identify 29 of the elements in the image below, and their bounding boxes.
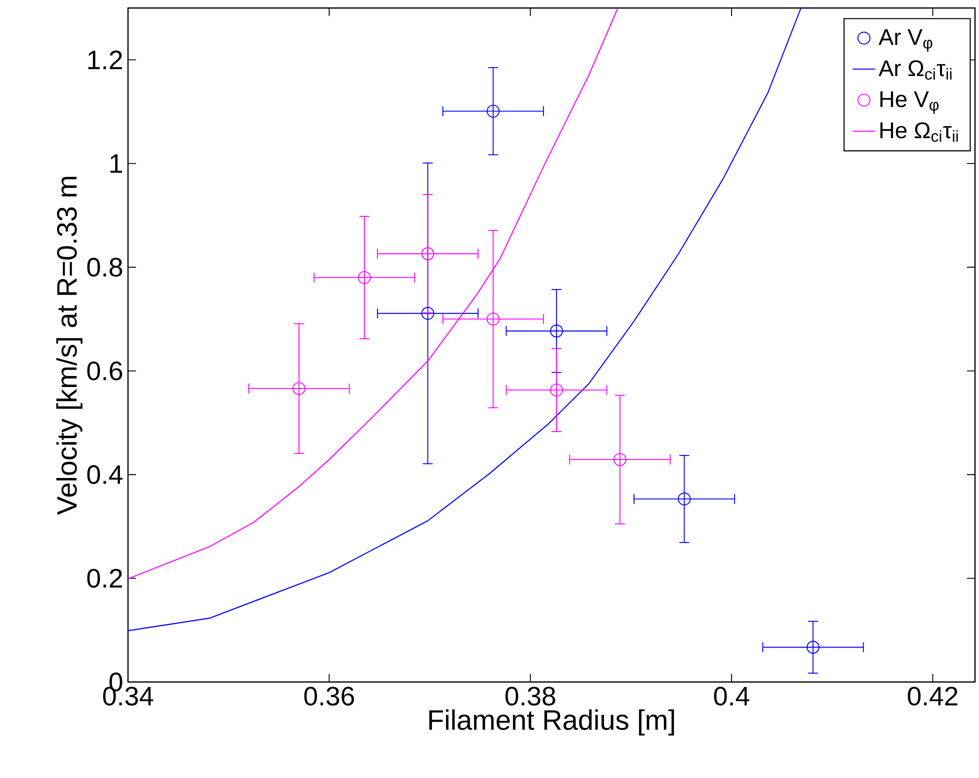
point — [421, 306, 434, 320]
y-tick-label: 1.2 — [88, 50, 122, 70]
line-series — [128, 8, 802, 632]
y-tick-label: 0.8 — [87, 258, 122, 277]
legend-label: Ar Ω$_{ci}$τ$_{ii}$ — [878, 60, 952, 80]
y-tick-label: 0.6 — [87, 361, 122, 380]
point — [486, 312, 500, 326]
line-series — [128, 8, 618, 580]
point — [292, 382, 306, 396]
point — [486, 104, 500, 118]
point — [613, 453, 626, 466]
y-axis-title: Velocity [km/s] at R=0.33 m — [56, 176, 82, 515]
point — [550, 324, 564, 338]
point — [678, 492, 691, 506]
x-tick-label: 0.36 — [304, 686, 354, 706]
y-tick-label: 0.2 — [87, 568, 122, 588]
x-tick-label: 0.42 — [908, 686, 958, 706]
point — [550, 384, 564, 397]
y-tick-label: 0.4 — [87, 465, 123, 484]
x-axis-title: Filament Radius [m] — [429, 709, 674, 736]
point — [421, 247, 434, 260]
legend-label: Ar V$_{φ}$ — [878, 29, 932, 52]
y-tick-label: 1 — [110, 154, 122, 173]
x-tick-label: 0.38 — [505, 686, 556, 706]
point — [358, 271, 371, 284]
legend-label: He V$_{φ}$ — [880, 91, 939, 114]
legend-label: He Ω$_{ci}$τ$_{ii}$ — [880, 122, 958, 142]
point — [806, 640, 820, 654]
x-tick-label: 0.4 — [714, 686, 750, 706]
